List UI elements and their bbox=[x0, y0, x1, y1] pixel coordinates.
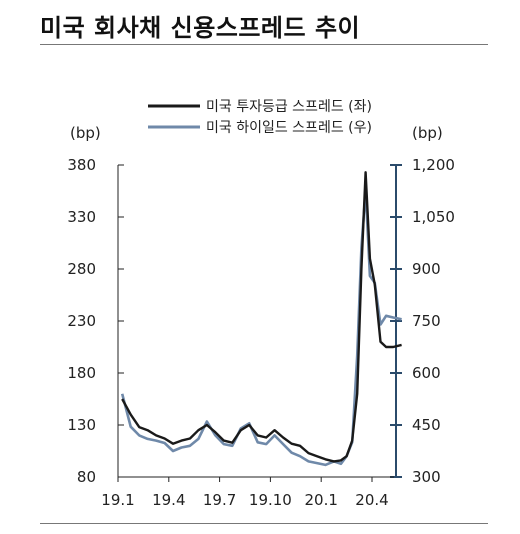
left-axis-unit: (bp) bbox=[70, 124, 101, 142]
left-tick-label: 230 bbox=[67, 312, 96, 330]
x-tick-label: 19.4 bbox=[152, 491, 185, 509]
right-tick-label: 750 bbox=[412, 312, 441, 330]
axes: 380 330 280 230 180 130 80 1,200 1,050 900 750 600 4… bbox=[67, 156, 455, 509]
x-tick-label: 19.1 bbox=[101, 491, 134, 509]
right-tick-label: 300 bbox=[412, 468, 441, 486]
investment-grade-series-line bbox=[121, 171, 402, 463]
title-divider bbox=[40, 44, 488, 45]
legend: 미국 투자등급 스프레드 (좌) 미국 하이일드 스프레드 (우) bbox=[148, 99, 372, 136]
series-layer bbox=[120, 171, 402, 467]
right-axis-unit: (bp) bbox=[412, 124, 443, 142]
right-tick-label: 600 bbox=[412, 364, 441, 382]
x-tick-label: 20.4 bbox=[355, 491, 388, 509]
right-tick-label: 450 bbox=[412, 416, 441, 434]
right-tick-label: 900 bbox=[412, 260, 441, 278]
left-tick-label: 180 bbox=[67, 364, 96, 382]
left-tick-label: 380 bbox=[67, 156, 96, 174]
bottom-divider bbox=[40, 523, 488, 524]
left-tick-label: 330 bbox=[67, 208, 96, 226]
legend-label: 미국 투자등급 스프레드 (좌) bbox=[206, 99, 372, 115]
x-tick-label: 19.10 bbox=[249, 491, 292, 509]
x-tick-label: 20.1 bbox=[304, 491, 337, 509]
right-tick-label: 1,200 bbox=[412, 156, 455, 174]
right-tick-label: 1,050 bbox=[412, 208, 455, 226]
page-title: 미국 회사채 신용스프레드 추이 bbox=[40, 14, 361, 42]
left-tick-label: 130 bbox=[67, 416, 96, 434]
x-tick-label: 19.7 bbox=[203, 491, 236, 509]
left-tick-label: 280 bbox=[67, 260, 96, 278]
legend-label: 미국 하이일드 스프레드 (우) bbox=[206, 120, 372, 136]
left-tick-label: 80 bbox=[77, 468, 96, 486]
